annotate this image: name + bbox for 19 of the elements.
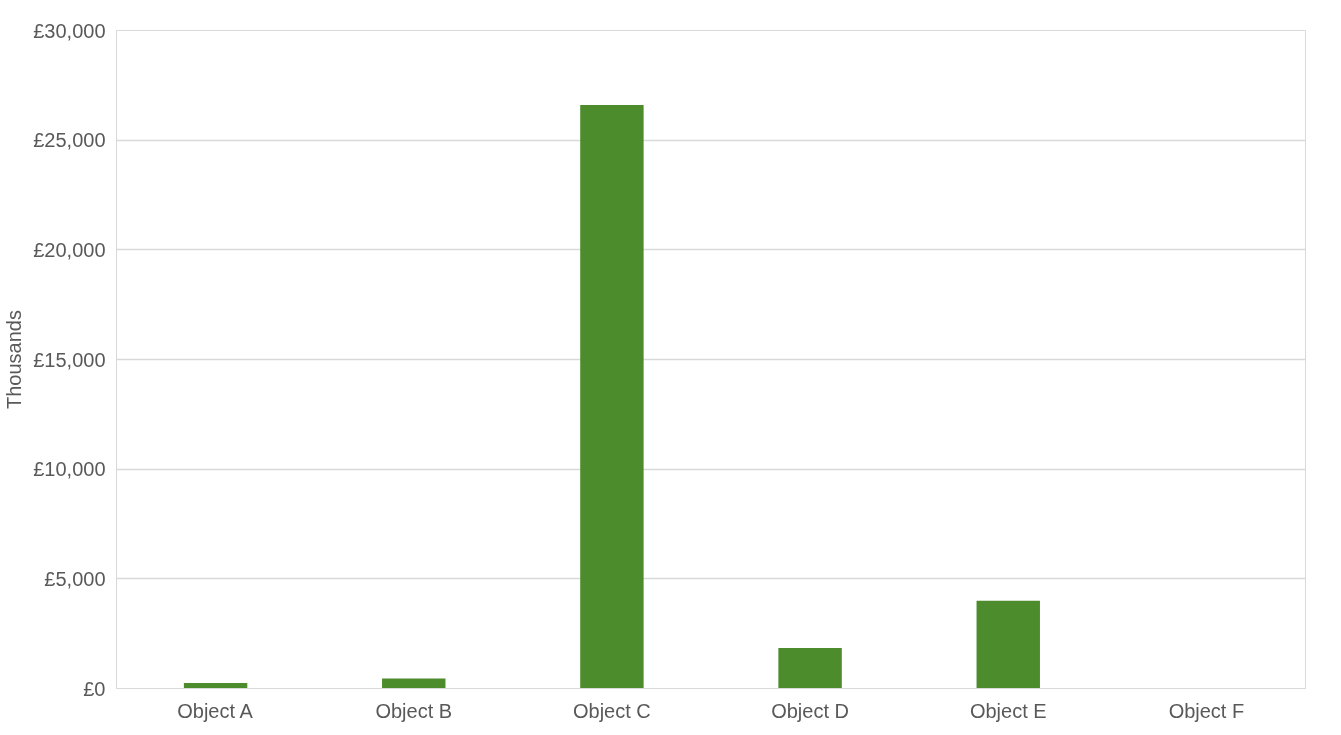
- bar: [183, 683, 248, 689]
- y-tick-label: £5,000: [44, 567, 106, 590]
- x-tick-label: Object B: [375, 699, 453, 722]
- y-tick-label: £10,000: [33, 458, 106, 481]
- y-tick-label: £20,000: [33, 238, 106, 261]
- y-tick-label: £0: [83, 677, 106, 700]
- bar: [778, 647, 842, 689]
- x-tick-label: Object D: [771, 699, 849, 722]
- x-tick-label: Object A: [177, 699, 254, 722]
- y-axis-title: Thousands: [3, 310, 26, 409]
- bar: [580, 105, 644, 689]
- bar: [382, 678, 446, 689]
- x-tick-label: Object C: [573, 699, 651, 722]
- bar: [976, 600, 1040, 689]
- x-tick-label: Object F: [1168, 699, 1245, 722]
- y-tick-label: £30,000: [33, 19, 106, 42]
- x-tick-label: Object E: [969, 699, 1047, 722]
- y-tick-label: £25,000: [33, 129, 106, 152]
- y-tick-label: £15,000: [33, 348, 106, 371]
